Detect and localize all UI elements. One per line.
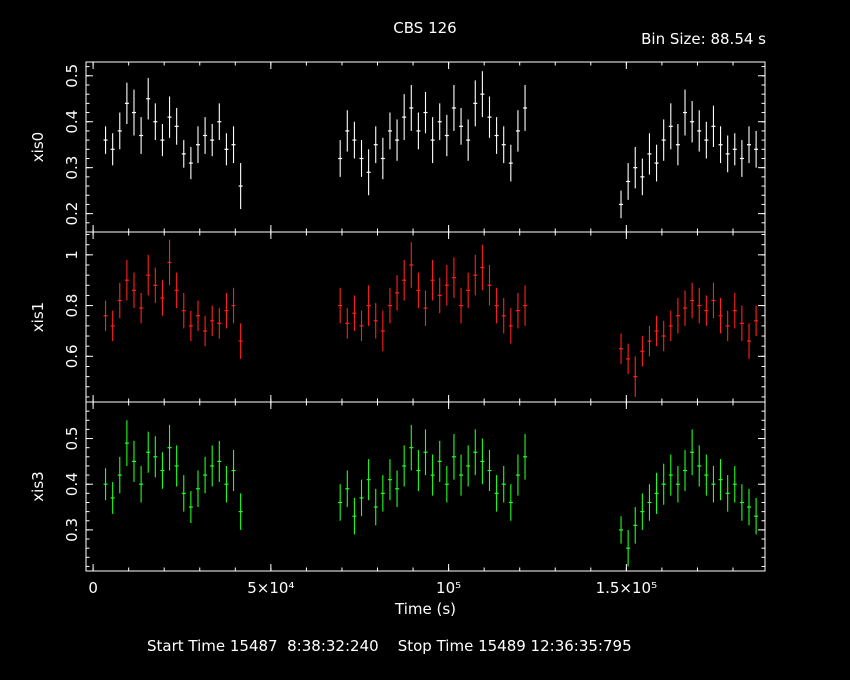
xis1-y-tick-label: 1 bbox=[63, 250, 81, 260]
xis3-y-tick-label: 0.5 bbox=[63, 427, 81, 451]
xis0-y-tick-label: 0.2 bbox=[63, 202, 81, 226]
x-tick-label: 1.5×10⁵ bbox=[596, 579, 658, 597]
xis3-y-tick-label: 0.4 bbox=[63, 472, 81, 496]
chart-title: CBS 126 bbox=[393, 19, 457, 37]
xis1-y-tick-label: 0.6 bbox=[63, 344, 81, 368]
xis0-y-tick-label: 0.4 bbox=[63, 110, 81, 134]
xis3-panel-frame bbox=[85, 401, 766, 572]
bin-size-label: Bin Size: 88.54 s bbox=[641, 30, 766, 48]
x-axis-label: Time (s) bbox=[394, 600, 456, 618]
time-range-label: Start Time 15487 8:38:32:240 Stop Time 1… bbox=[147, 637, 632, 655]
xis3-y-axis-label: xis3 bbox=[29, 471, 47, 501]
xis0-y-tick-label: 0.3 bbox=[63, 156, 81, 180]
xis0-y-tick-label: 0.5 bbox=[63, 64, 81, 88]
x-tick-label: 0 bbox=[88, 579, 98, 597]
x-tick-label: 10⁵ bbox=[436, 579, 461, 597]
xis1-y-tick-label: 0.8 bbox=[63, 294, 81, 318]
xis1-y-axis-label: xis1 bbox=[29, 302, 47, 332]
xis0-y-axis-label: xis0 bbox=[29, 132, 47, 162]
x-tick-label: 5×10⁴ bbox=[247, 579, 294, 597]
xis3-y-tick-label: 0.3 bbox=[63, 518, 81, 542]
